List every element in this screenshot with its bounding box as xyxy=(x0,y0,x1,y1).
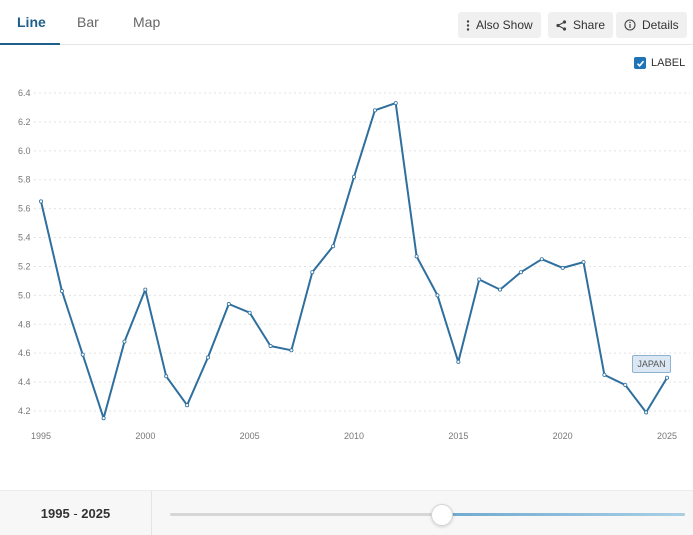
x-tick-label: 2015 xyxy=(448,431,468,441)
data-point[interactable] xyxy=(393,101,398,106)
data-point[interactable] xyxy=(39,199,44,204)
data-point[interactable] xyxy=(205,355,210,360)
x-tick-label: 2020 xyxy=(553,431,573,441)
share-button[interactable]: Share xyxy=(548,12,614,38)
data-point[interactable] xyxy=(122,339,127,344)
data-point[interactable] xyxy=(59,289,64,294)
data-point[interactable] xyxy=(80,352,85,357)
range-end: 2025 xyxy=(81,506,111,521)
tab-bar[interactable]: Bar xyxy=(77,14,99,30)
data-point[interactable] xyxy=(539,257,544,262)
data-point[interactable] xyxy=(268,343,273,348)
data-point[interactable] xyxy=(644,410,649,415)
series-label-japan: JAPAN xyxy=(632,355,671,373)
data-point[interactable] xyxy=(310,270,315,275)
range-start: 1995 xyxy=(40,506,70,521)
data-point[interactable] xyxy=(560,265,565,270)
data-point[interactable] xyxy=(602,372,607,377)
data-point[interactable] xyxy=(581,260,586,265)
data-point[interactable] xyxy=(226,302,231,307)
data-point[interactable] xyxy=(331,244,336,249)
y-tick-label: 4.6 xyxy=(18,348,31,358)
tab-line[interactable]: Line xyxy=(17,14,46,30)
data-point[interactable] xyxy=(665,375,670,380)
data-point[interactable] xyxy=(435,293,440,298)
share-label: Share xyxy=(573,18,606,32)
range-slider-fill xyxy=(441,513,685,516)
data-point[interactable] xyxy=(351,174,356,179)
data-point[interactable] xyxy=(456,359,461,364)
label-toggle-text: LABEL xyxy=(651,57,686,69)
range-separator: - xyxy=(73,506,78,521)
data-point[interactable] xyxy=(164,374,169,379)
y-tick-label: 5.2 xyxy=(18,261,31,271)
y-tick-label: 4.2 xyxy=(18,406,31,416)
label-toggle[interactable]: LABEL xyxy=(634,57,685,69)
x-tick-label: 2005 xyxy=(240,431,260,441)
more-vertical-icon xyxy=(466,19,470,31)
y-tick-label: 5.4 xyxy=(18,233,31,243)
data-point[interactable] xyxy=(477,277,482,282)
data-point[interactable] xyxy=(372,108,377,113)
x-tick-label: 2010 xyxy=(344,431,364,441)
x-tick-label: 1995 xyxy=(31,431,51,441)
x-axis-ticks: 1995 2000 2005 2010 2015 2020 2025 xyxy=(31,431,677,441)
time-range-display: 1995 - 2025 xyxy=(0,491,152,535)
y-tick-label: 4.8 xyxy=(18,319,31,329)
data-point[interactable] xyxy=(185,403,190,408)
x-tick-label: 2000 xyxy=(135,431,155,441)
range-slider-handle[interactable] xyxy=(431,504,453,526)
y-tick-label: 5.6 xyxy=(18,204,31,214)
data-point[interactable] xyxy=(623,382,628,387)
series-points-japan xyxy=(39,101,670,421)
details-label: Details xyxy=(642,18,679,32)
line-chart: 6.4 6.2 6.0 5.8 5.6 5.4 5.2 5.0 4.8 4.6 4.4 4.2 199… xyxy=(18,88,690,441)
data-point[interactable] xyxy=(518,270,523,275)
also-show-label: Also Show xyxy=(476,18,533,32)
time-range-footer: 1995 - 2025 xyxy=(0,490,693,535)
active-tab-indicator xyxy=(0,43,60,45)
tab-map[interactable]: Map xyxy=(133,14,161,30)
info-icon xyxy=(624,19,636,31)
data-point[interactable] xyxy=(101,416,106,421)
share-icon xyxy=(556,19,567,31)
y-tick-label: 6.0 xyxy=(18,146,31,156)
gridlines xyxy=(34,92,690,412)
data-point[interactable] xyxy=(498,287,503,292)
details-button[interactable]: Details xyxy=(616,12,687,38)
y-axis-ticks: 6.4 6.2 6.0 5.8 5.6 5.4 5.2 5.0 4.8 4.6 4.4 4.2 xyxy=(18,88,31,416)
y-tick-label: 5.0 xyxy=(18,290,31,300)
y-tick-label: 5.8 xyxy=(18,175,31,185)
data-point[interactable] xyxy=(143,287,148,292)
data-point[interactable] xyxy=(414,254,419,259)
y-tick-label: 4.4 xyxy=(18,377,31,387)
also-show-button[interactable]: Also Show xyxy=(458,12,541,38)
y-tick-label: 6.4 xyxy=(18,88,31,98)
y-tick-label: 6.2 xyxy=(18,117,31,127)
data-point[interactable] xyxy=(289,348,294,353)
top-bar: Line Bar Map Also Show Share Details xyxy=(0,0,693,45)
x-tick-label: 2025 xyxy=(657,431,677,441)
label-checkbox[interactable] xyxy=(634,57,646,69)
checkmark-icon xyxy=(636,60,644,67)
data-point[interactable] xyxy=(247,310,252,315)
range-slider-track[interactable] xyxy=(170,513,685,516)
